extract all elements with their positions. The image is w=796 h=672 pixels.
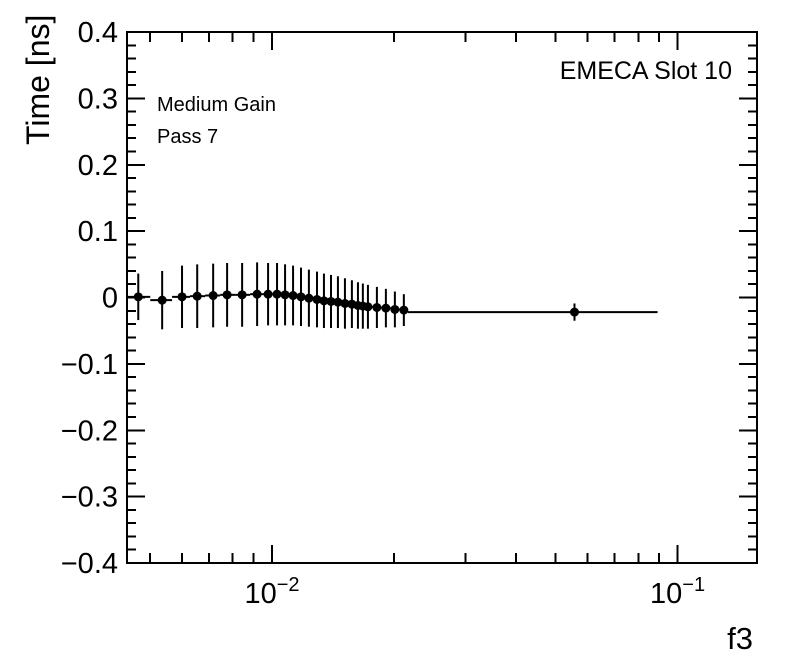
y-axis-title: Time [ns] (20, 14, 56, 145)
data-point-marker (296, 292, 306, 302)
y-tick-label: −0.3 (61, 482, 118, 514)
data-point-marker (569, 307, 579, 317)
data-point-marker (363, 302, 373, 312)
data-point-marker (326, 296, 336, 306)
data-point-marker (280, 290, 290, 300)
data-point-marker (177, 292, 187, 302)
y-tick-label: 0.3 (78, 83, 118, 115)
annotation-detector-slot: EMECA Slot 10 (559, 57, 732, 85)
y-tick-label: 0.1 (78, 216, 118, 248)
data-point-marker (390, 304, 400, 314)
data-point-marker (372, 302, 382, 312)
data-point-marker (304, 293, 314, 303)
y-tick-label: −0.1 (61, 349, 118, 381)
data-point-marker (252, 289, 262, 299)
data-series (127, 262, 658, 330)
data-point-marker (272, 289, 282, 299)
data-point-marker (157, 295, 167, 305)
data-point-marker (263, 289, 273, 299)
data-point-marker (208, 291, 218, 301)
x-axis-title: f3 (727, 621, 753, 656)
data-point-marker (381, 303, 391, 313)
annotation-pass-number: Pass 7 (157, 126, 219, 148)
data-point-marker (340, 298, 350, 308)
data-point-marker (312, 294, 322, 304)
data-point-marker (399, 305, 409, 315)
data-point-marker (319, 296, 329, 306)
y-tick-label: 0 (102, 283, 118, 315)
x-tick-label: 10−2 (244, 574, 299, 610)
y-axis: 0.4 0.3 0.2 0.1 0 −0.1 −0.2 −0.3 −0.4 (61, 17, 757, 580)
data-point-marker (222, 290, 232, 300)
data-point-marker (192, 291, 202, 301)
y-tick-label: −0.2 (61, 415, 118, 447)
y-tick-label: 0.2 (78, 150, 118, 182)
data-point-marker (237, 290, 247, 300)
y-tick-label: −0.4 (61, 548, 118, 580)
y-tick-label: 0.4 (78, 17, 118, 49)
x-axis: 10−2 10−1 (148, 32, 705, 610)
x-tick-label: 10−1 (650, 574, 705, 610)
data-point-marker (288, 291, 298, 301)
data-point-marker (133, 292, 143, 302)
data-point-marker (333, 297, 343, 307)
annotation-gain-mode: Medium Gain (157, 94, 276, 116)
